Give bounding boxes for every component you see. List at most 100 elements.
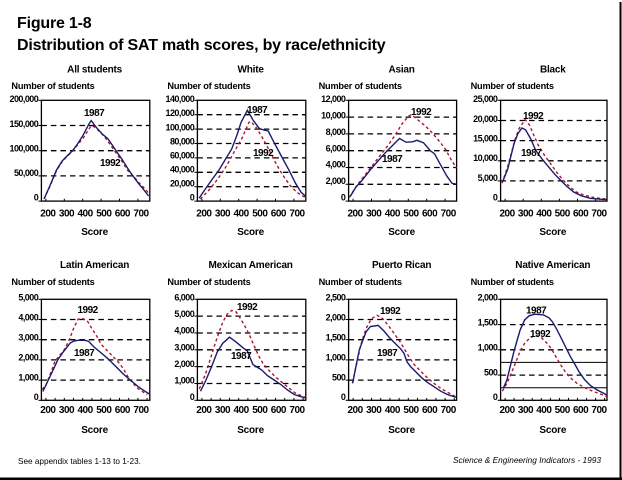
svg-text:700: 700 <box>591 405 607 416</box>
svg-text:0: 0 <box>341 192 346 202</box>
svg-text:Latin American: Latin American <box>60 260 129 271</box>
svg-text:200: 200 <box>500 405 516 416</box>
svg-text:1987: 1987 <box>231 351 252 362</box>
svg-text:300: 300 <box>518 209 534 220</box>
svg-text:200,000: 200,000 <box>10 94 39 104</box>
svg-text:1992: 1992 <box>530 329 551 340</box>
svg-text:400: 400 <box>385 405 401 416</box>
svg-text:500: 500 <box>252 405 268 416</box>
svg-text:Number of students: Number of students <box>167 81 250 91</box>
svg-text:20,000: 20,000 <box>473 114 498 124</box>
svg-text:2,000: 2,000 <box>18 352 38 362</box>
svg-text:0: 0 <box>190 192 195 202</box>
svg-text:300: 300 <box>215 209 231 220</box>
svg-text:Score: Score <box>539 425 566 436</box>
svg-text:1,000: 1,000 <box>478 342 498 352</box>
svg-text:400: 400 <box>234 209 250 220</box>
svg-text:2,000: 2,000 <box>326 176 346 186</box>
svg-text:400: 400 <box>385 209 401 220</box>
svg-text:Score: Score <box>237 227 264 238</box>
svg-text:40,000: 40,000 <box>170 164 195 174</box>
svg-text:Number of students: Number of students <box>11 277 94 287</box>
svg-text:0: 0 <box>493 192 498 202</box>
svg-text:1987: 1987 <box>247 105 268 116</box>
svg-text:300: 300 <box>59 405 75 416</box>
svg-text:All students: All students <box>67 65 122 76</box>
svg-text:Number of students: Number of students <box>319 81 402 91</box>
svg-text:2,000: 2,000 <box>326 312 346 322</box>
svg-text:700: 700 <box>133 209 149 220</box>
svg-text:1987: 1987 <box>521 148 542 159</box>
svg-text:Science & Engineering Indicato: Science & Engineering Indicators - 1993 <box>453 455 601 465</box>
svg-text:White: White <box>237 65 264 76</box>
svg-text:100,000: 100,000 <box>10 143 39 153</box>
svg-text:6,000: 6,000 <box>326 143 346 153</box>
svg-text:Score: Score <box>388 227 415 238</box>
svg-text:500: 500 <box>484 367 498 377</box>
svg-text:2,000: 2,000 <box>478 293 498 303</box>
svg-text:5,000: 5,000 <box>174 309 194 319</box>
svg-text:1992: 1992 <box>411 107 432 118</box>
svg-text:700: 700 <box>289 209 305 220</box>
svg-text:0: 0 <box>190 392 195 402</box>
svg-text:Figure 1-8: Figure 1-8 <box>17 15 92 32</box>
svg-text:700: 700 <box>441 405 457 416</box>
svg-text:1,500: 1,500 <box>478 317 498 327</box>
svg-text:1987: 1987 <box>74 348 95 359</box>
svg-text:400: 400 <box>536 209 552 220</box>
svg-text:Score: Score <box>81 227 108 238</box>
svg-text:See appendix tables 1-13 to 1-: See appendix tables 1-13 to 1-23. <box>18 457 141 466</box>
svg-text:120,000: 120,000 <box>166 108 195 118</box>
svg-text:700: 700 <box>133 405 149 416</box>
svg-text:1987: 1987 <box>526 306 547 317</box>
svg-text:300: 300 <box>366 405 382 416</box>
svg-text:140,000: 140,000 <box>166 94 195 104</box>
svg-text:300: 300 <box>215 405 231 416</box>
svg-text:1,000: 1,000 <box>326 352 346 362</box>
svg-text:150,000: 150,000 <box>10 119 39 129</box>
svg-text:15,000: 15,000 <box>473 134 498 144</box>
svg-text:1992: 1992 <box>380 306 401 317</box>
svg-text:1992: 1992 <box>523 111 544 122</box>
svg-text:Score: Score <box>237 425 264 436</box>
svg-text:5,000: 5,000 <box>18 293 38 303</box>
svg-text:200: 200 <box>348 209 364 220</box>
svg-text:700: 700 <box>441 209 457 220</box>
svg-text:25,000: 25,000 <box>473 94 498 104</box>
svg-text:10,000: 10,000 <box>321 111 346 121</box>
svg-text:Number of students: Number of students <box>319 277 402 287</box>
svg-text:Native American: Native American <box>515 260 590 271</box>
svg-text:10,000: 10,000 <box>473 153 498 163</box>
svg-text:500: 500 <box>403 209 419 220</box>
svg-text:300: 300 <box>59 209 75 220</box>
svg-text:Asian: Asian <box>388 65 414 76</box>
svg-text:80,000: 80,000 <box>170 136 195 146</box>
svg-text:4,000: 4,000 <box>326 160 346 170</box>
svg-text:1987: 1987 <box>377 348 398 359</box>
svg-text:60,000: 60,000 <box>170 150 195 160</box>
svg-text:500: 500 <box>252 209 268 220</box>
svg-text:1992: 1992 <box>237 302 258 313</box>
svg-text:600: 600 <box>422 209 438 220</box>
svg-text:200: 200 <box>500 209 516 220</box>
svg-text:400: 400 <box>234 405 250 416</box>
svg-text:600: 600 <box>271 209 287 220</box>
svg-text:50,000: 50,000 <box>14 168 39 178</box>
svg-text:600: 600 <box>271 405 287 416</box>
svg-text:500: 500 <box>96 209 112 220</box>
svg-text:Puerto Rican: Puerto Rican <box>372 260 431 271</box>
svg-text:1,000: 1,000 <box>174 376 194 386</box>
svg-text:4,000: 4,000 <box>18 312 38 322</box>
svg-text:400: 400 <box>78 209 94 220</box>
svg-text:500: 500 <box>555 209 571 220</box>
svg-text:200: 200 <box>40 209 56 220</box>
svg-text:Number of students: Number of students <box>471 81 554 91</box>
svg-text:2,500: 2,500 <box>326 293 346 303</box>
svg-text:5,000: 5,000 <box>478 173 498 183</box>
svg-text:3,000: 3,000 <box>18 332 38 342</box>
svg-text:600: 600 <box>115 405 131 416</box>
svg-text:600: 600 <box>573 405 589 416</box>
svg-text:Number of students: Number of students <box>11 81 94 91</box>
svg-text:4,000: 4,000 <box>174 326 194 336</box>
svg-text:1,000: 1,000 <box>18 372 38 382</box>
